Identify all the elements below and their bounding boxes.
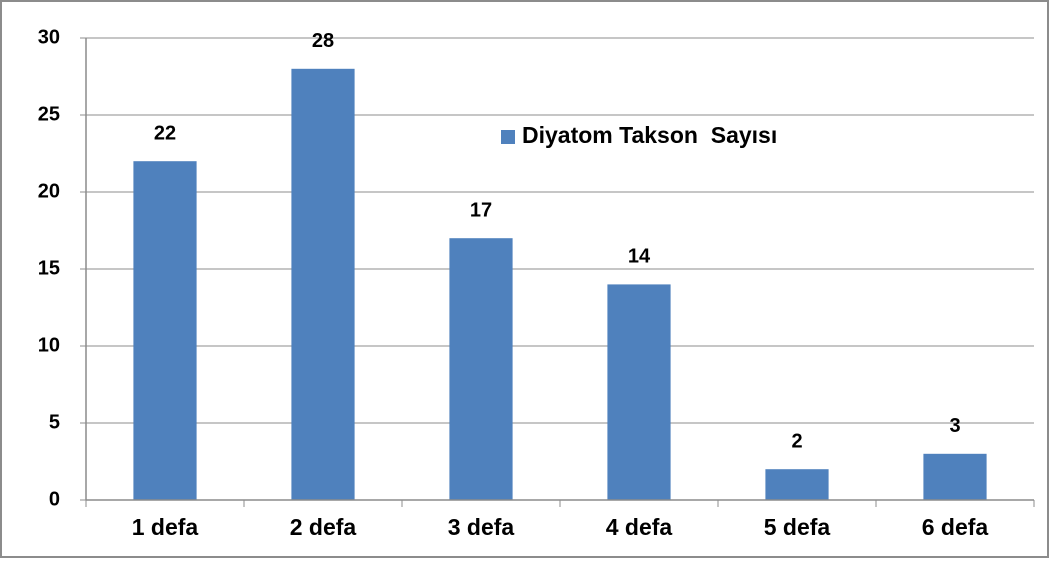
y-tick-label: 5	[49, 411, 60, 433]
x-tick-label: 4 defa	[606, 514, 673, 540]
y-tick-label: 30	[38, 26, 60, 48]
legend-swatch	[501, 130, 515, 144]
data-label: 3	[949, 415, 960, 437]
bar	[923, 453, 987, 500]
data-label: 2	[791, 430, 802, 452]
bar	[291, 68, 355, 501]
bar	[449, 238, 513, 500]
legend-label: Diyatom Takson Sayısı	[522, 122, 777, 148]
data-label: 28	[312, 30, 334, 52]
bar	[607, 284, 671, 500]
x-tick-label: 6 defa	[922, 514, 989, 540]
bar	[133, 161, 197, 500]
y-tick-label: 20	[38, 180, 60, 202]
x-tick-label: 1 defa	[132, 514, 199, 540]
data-label: 14	[628, 246, 651, 268]
data-label: 22	[154, 122, 176, 144]
data-label: 17	[470, 199, 492, 221]
y-tick-label: 25	[38, 103, 60, 125]
x-tick-label: 5 defa	[764, 514, 831, 540]
y-tick-label: 0	[49, 488, 60, 510]
y-tick-label: 10	[38, 334, 60, 356]
bar	[765, 469, 829, 500]
y-tick-label: 15	[38, 257, 60, 279]
x-tick-label: 2 defa	[290, 514, 357, 540]
x-tick-label: 3 defa	[448, 514, 515, 540]
